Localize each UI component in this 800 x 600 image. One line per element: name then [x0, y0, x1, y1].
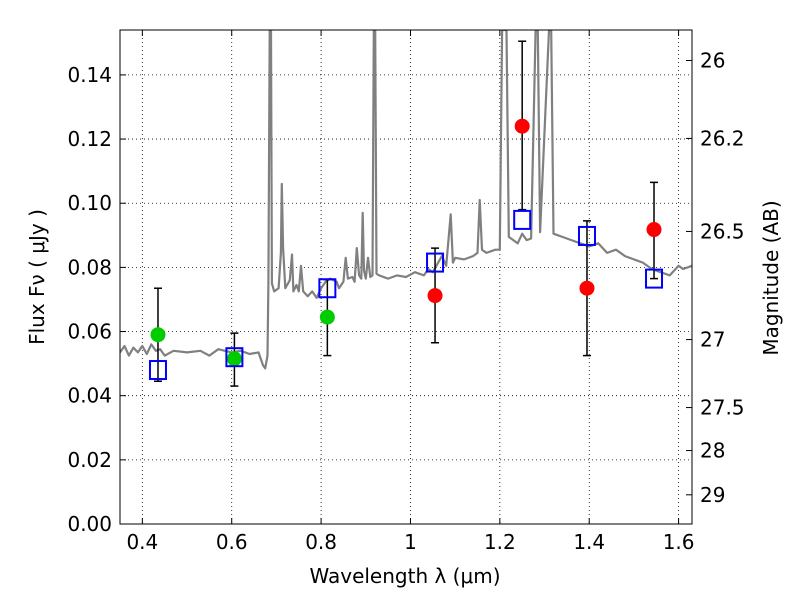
- right-tick-label: 28: [700, 439, 725, 463]
- data-point: [427, 288, 443, 304]
- right-tick-label: 26: [700, 48, 725, 72]
- x-tick-label: 1: [404, 530, 417, 554]
- right-tick-label: 26.2: [700, 126, 745, 150]
- model-point: [225, 347, 244, 368]
- model-point: [426, 252, 445, 273]
- x-tick-label: 0.6: [216, 530, 248, 554]
- right-tick-label: 29: [700, 483, 725, 507]
- plot-frame: [119, 29, 693, 525]
- right-tick-label: 26.5: [700, 219, 745, 243]
- y-tick-label: 0.02: [67, 448, 112, 472]
- data-point: [646, 222, 662, 238]
- y-axis-label: Flux Fν ( μJy ): [25, 209, 49, 345]
- y-tick-label: 0.04: [67, 384, 112, 408]
- y-tick-label: 0.14: [67, 63, 112, 87]
- y-axis: 0.00 0.02 0.04 0.06 0.08 0.10 0.12 0.14: [67, 63, 126, 536]
- plot-series: [120, 30, 692, 387]
- y-tick-label: 0.06: [67, 320, 112, 344]
- x-tick-label: 1.2: [484, 530, 516, 554]
- y-tick-label: 0.12: [67, 127, 112, 151]
- y-tick-label: 0.10: [67, 191, 112, 215]
- plot-area: [120, 30, 692, 387]
- x-axis-label: Wavelength λ (μm): [309, 564, 500, 588]
- model-point: [577, 225, 596, 246]
- right-tick-label: 27: [700, 328, 725, 352]
- y-tick-label: 0.00: [67, 512, 112, 536]
- right-axis: 26 26.2 26.5 27 27.5 28 29: [686, 48, 745, 507]
- model-point: [318, 278, 337, 299]
- model-spectrum-line: [120, 30, 692, 370]
- x-tick-label: 1.6: [663, 530, 695, 554]
- right-tick-label: 27.5: [700, 396, 745, 420]
- y-tick-label: 0.08: [67, 255, 112, 279]
- model-point: [645, 268, 664, 289]
- x-tick-label: 0.4: [126, 530, 158, 554]
- data-point: [150, 327, 166, 343]
- data-point: [319, 309, 335, 325]
- x-axis: 0.4 0.6 0.8 1 1.2 1.4 1.6: [126, 30, 695, 554]
- right-axis-label: Magnitude (AB): [759, 200, 783, 355]
- data-point: [514, 118, 530, 134]
- x-tick-label: 0.8: [305, 530, 337, 554]
- model-point: [513, 209, 532, 230]
- data-point: [579, 280, 595, 296]
- data-point: [226, 351, 242, 367]
- model-point: [148, 360, 167, 381]
- x-tick-label: 1.4: [573, 530, 605, 554]
